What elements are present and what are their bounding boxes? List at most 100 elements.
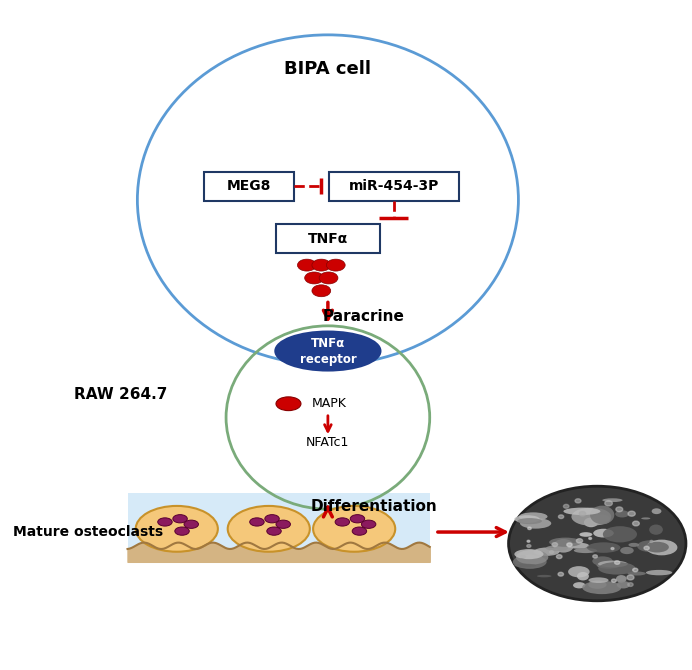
Ellipse shape bbox=[590, 506, 614, 524]
Ellipse shape bbox=[514, 549, 543, 559]
Ellipse shape bbox=[537, 575, 552, 578]
Ellipse shape bbox=[514, 515, 540, 523]
Ellipse shape bbox=[579, 532, 592, 537]
Circle shape bbox=[527, 540, 530, 542]
Ellipse shape bbox=[312, 259, 331, 271]
Ellipse shape bbox=[327, 259, 345, 271]
Text: RAW 264.7: RAW 264.7 bbox=[74, 387, 167, 402]
Ellipse shape bbox=[588, 580, 607, 589]
Ellipse shape bbox=[350, 515, 365, 523]
Circle shape bbox=[563, 505, 569, 509]
Ellipse shape bbox=[645, 542, 669, 553]
Circle shape bbox=[611, 547, 614, 549]
Ellipse shape bbox=[312, 285, 331, 297]
Ellipse shape bbox=[304, 272, 323, 284]
Circle shape bbox=[528, 527, 531, 529]
Ellipse shape bbox=[275, 332, 381, 371]
Circle shape bbox=[612, 579, 617, 582]
Ellipse shape bbox=[603, 526, 637, 543]
Circle shape bbox=[558, 572, 563, 576]
Ellipse shape bbox=[628, 572, 646, 576]
FancyBboxPatch shape bbox=[127, 493, 430, 562]
Ellipse shape bbox=[641, 517, 650, 519]
Circle shape bbox=[628, 511, 635, 516]
Circle shape bbox=[527, 545, 531, 547]
Ellipse shape bbox=[577, 572, 589, 580]
Ellipse shape bbox=[553, 539, 574, 553]
Text: MEG8: MEG8 bbox=[227, 179, 271, 193]
Circle shape bbox=[579, 511, 585, 516]
Circle shape bbox=[605, 500, 612, 506]
Ellipse shape bbox=[620, 547, 634, 554]
Ellipse shape bbox=[509, 486, 686, 601]
Circle shape bbox=[576, 539, 583, 543]
Ellipse shape bbox=[615, 511, 629, 517]
Ellipse shape bbox=[628, 543, 639, 547]
Ellipse shape bbox=[335, 518, 349, 526]
Ellipse shape bbox=[518, 518, 542, 524]
Ellipse shape bbox=[519, 513, 547, 521]
Ellipse shape bbox=[593, 529, 614, 537]
Ellipse shape bbox=[352, 527, 367, 535]
Circle shape bbox=[593, 555, 597, 558]
Text: TNFα
receptor: TNFα receptor bbox=[300, 336, 356, 366]
Ellipse shape bbox=[649, 525, 663, 535]
Ellipse shape bbox=[573, 582, 585, 588]
Circle shape bbox=[628, 583, 633, 586]
FancyBboxPatch shape bbox=[203, 172, 294, 200]
Circle shape bbox=[614, 561, 620, 564]
Text: MAPK: MAPK bbox=[311, 397, 346, 410]
Ellipse shape bbox=[549, 537, 582, 547]
Ellipse shape bbox=[520, 518, 552, 529]
Text: BIPA cell: BIPA cell bbox=[284, 60, 372, 78]
Text: TNFα: TNFα bbox=[308, 232, 348, 246]
Ellipse shape bbox=[567, 543, 590, 549]
Ellipse shape bbox=[588, 578, 608, 583]
Ellipse shape bbox=[158, 518, 172, 526]
Ellipse shape bbox=[646, 570, 672, 576]
Circle shape bbox=[627, 575, 634, 580]
Ellipse shape bbox=[514, 563, 536, 567]
Ellipse shape bbox=[572, 508, 611, 526]
Ellipse shape bbox=[616, 575, 627, 583]
Circle shape bbox=[558, 515, 564, 519]
Ellipse shape bbox=[513, 555, 547, 569]
Ellipse shape bbox=[652, 509, 662, 514]
Ellipse shape bbox=[516, 550, 548, 565]
Text: Differentiation: Differentiation bbox=[311, 499, 437, 514]
Ellipse shape bbox=[574, 548, 597, 553]
Ellipse shape bbox=[534, 547, 560, 556]
Ellipse shape bbox=[591, 515, 610, 525]
Circle shape bbox=[616, 507, 623, 512]
Ellipse shape bbox=[582, 581, 621, 594]
Text: NFATc1: NFATc1 bbox=[306, 436, 349, 449]
Ellipse shape bbox=[228, 506, 310, 552]
Circle shape bbox=[650, 541, 653, 543]
Ellipse shape bbox=[250, 518, 264, 526]
Ellipse shape bbox=[319, 272, 338, 284]
Text: Mature osteoclasts: Mature osteoclasts bbox=[13, 525, 163, 539]
Ellipse shape bbox=[298, 259, 316, 271]
Ellipse shape bbox=[637, 540, 663, 552]
Ellipse shape bbox=[598, 561, 628, 567]
Ellipse shape bbox=[276, 520, 291, 529]
Ellipse shape bbox=[617, 581, 630, 588]
Ellipse shape bbox=[184, 520, 199, 529]
Ellipse shape bbox=[265, 515, 280, 523]
Circle shape bbox=[538, 551, 541, 553]
Ellipse shape bbox=[563, 508, 601, 515]
Circle shape bbox=[567, 543, 572, 547]
Ellipse shape bbox=[602, 498, 623, 502]
Ellipse shape bbox=[173, 515, 188, 523]
Circle shape bbox=[556, 555, 562, 559]
Ellipse shape bbox=[361, 520, 376, 529]
Ellipse shape bbox=[592, 556, 613, 566]
Ellipse shape bbox=[136, 506, 218, 552]
Ellipse shape bbox=[520, 555, 526, 559]
Ellipse shape bbox=[175, 527, 190, 535]
Ellipse shape bbox=[276, 397, 301, 411]
Circle shape bbox=[644, 546, 649, 550]
FancyBboxPatch shape bbox=[329, 172, 459, 200]
Circle shape bbox=[632, 521, 639, 526]
Ellipse shape bbox=[597, 561, 620, 569]
